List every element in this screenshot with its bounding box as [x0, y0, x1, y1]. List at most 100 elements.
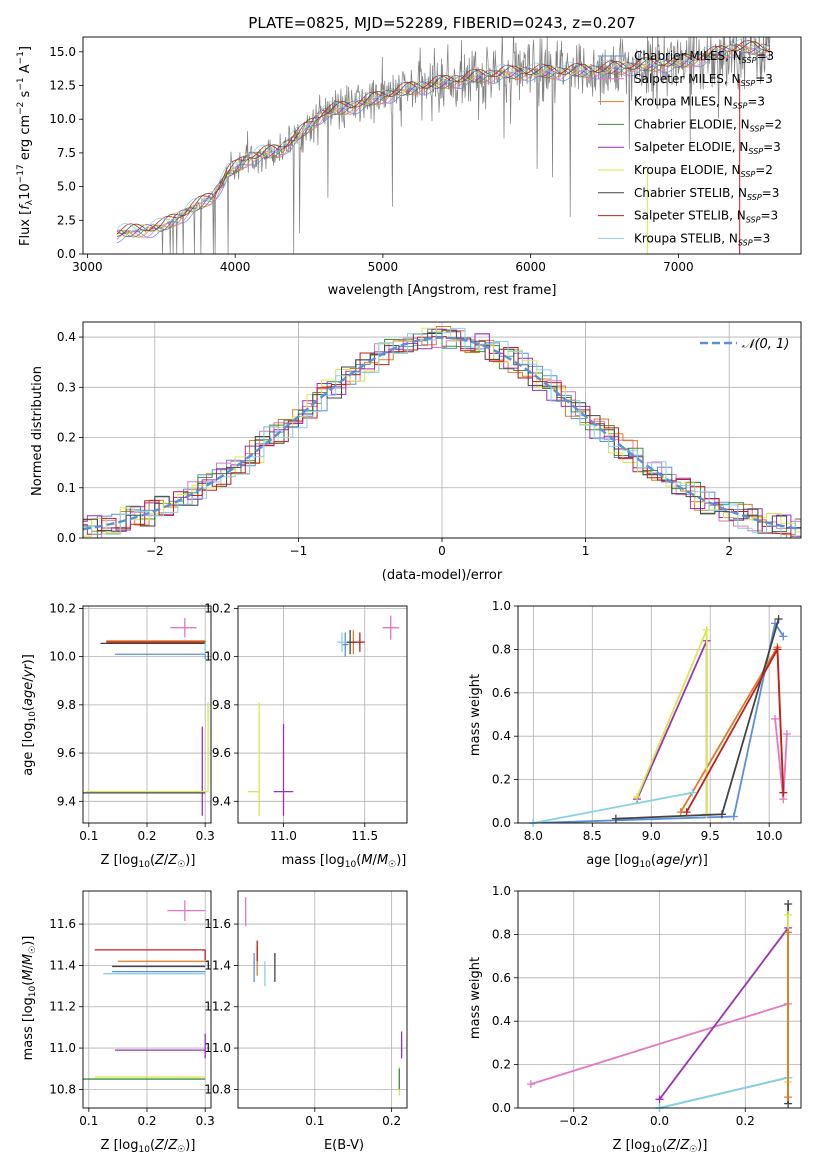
weight-vs-age-line-3 [636, 640, 708, 815]
age-vs-mass-xtick-label-0: 11.0 [270, 829, 297, 843]
weight-vs-age-ytick-label-3: 0.6 [492, 686, 511, 700]
weight-vs-age-marker-6-1 [773, 645, 782, 654]
age-vs-Z-panel: Z [log10(Z/Z☉)] age [log10(age/yr)] 0.1 0… [21, 601, 215, 870]
spectrum-model-chabrier-stelib [116, 41, 771, 237]
spectrum-model-chabrier-miles [116, 47, 770, 244]
age-vs-Z-xtick-label-2: 0.3 [196, 829, 215, 843]
residuals-xtick-label-1: −1 [290, 544, 308, 558]
weight-vs-Z-ytick-label-5: 1.0 [492, 884, 511, 898]
weight-vs-Z-marker-6-0 [784, 1093, 793, 1102]
spectrum-xtick-label-4: 7000 [663, 260, 694, 274]
age-vs-mass-xtick-label-1: 11.5 [351, 829, 378, 843]
weight-vs-Z-panel: Z [log10(Z/Z☉)] mass weight −0.2 0.0 0.2 0.… [468, 884, 802, 1155]
weight-vs-age-ytick-label-5: 1.0 [492, 599, 511, 613]
legend-label-4: Salpeter ELODIE, NSSP=3 [634, 140, 781, 156]
residuals-panel: (data-model)/error Normed distribution −… [30, 321, 802, 583]
weight-vs-age-line-7 [533, 791, 693, 823]
weight-vs-Z-marker-5-1 [784, 910, 793, 919]
legend-label-2: Kroupa MILES, NSSP=3 [634, 95, 765, 111]
weight-vs-Z-ytick-label-4: 0.8 [492, 927, 511, 941]
spectrum-frame [82, 36, 802, 255]
weight-vs-Z-xlabel: Z [log10(Z/Z☉)] [613, 1138, 708, 1155]
mass-vs-Z-ytick-label-1: 11.0 [49, 1041, 76, 1055]
weight-vs-age-marker-4-1 [702, 625, 711, 634]
spectrum-ytick-label-2: 5.0 [57, 180, 76, 194]
weight-vs-age-xtick-label-3: 9.5 [701, 829, 720, 843]
residuals-xtick-label-2: 0 [438, 544, 446, 558]
weight-vs-Z-line-0 [530, 1002, 789, 1085]
mass-vs-EBV-ytick-label-4: 11.6 [204, 917, 231, 931]
weight-vs-age-xtick-label-1: 8.5 [583, 829, 602, 843]
spectrum-ytick-label-1: 2.5 [57, 213, 76, 227]
mass-vs-Z-frame [82, 890, 212, 1109]
weight-vs-Z-line-1 [658, 927, 789, 1100]
spectrum-ytick-label-0: 0.0 [57, 247, 76, 261]
spectrum-panel: PLATE=0825, MJD=52289, FIBERID=0243, z=0… [16, 14, 802, 298]
mass-vs-Z-xtick-label-1: 0.2 [137, 1114, 156, 1128]
weight-vs-Z-marker-1-0 [655, 1095, 664, 1104]
age-vs-Z-ytick-label-4: 10.2 [49, 601, 76, 615]
spectrum-model-salpeter-stelib [116, 39, 771, 235]
weight-vs-age-ytick-label-4: 0.8 [492, 642, 511, 656]
residuals-xtick-label-4: 2 [725, 544, 733, 558]
age-vs-Z-ylabel: age [log10(age/yr)] [21, 654, 38, 776]
spectrum-model-kroupa-miles [116, 44, 771, 238]
weight-vs-age-marker-1-2 [782, 730, 791, 739]
spectrum-title: PLATE=0825, MJD=52289, FIBERID=0243, z=0… [248, 14, 635, 32]
legend-label-6: Chabrier STELIB, NSSP=3 [634, 186, 779, 202]
mass-vs-EBV-xtick-label-0: 0.1 [305, 1114, 324, 1128]
age-vs-mass-frame [237, 605, 408, 824]
mass-vs-Z-xtick-label-0: 0.1 [79, 1114, 98, 1128]
gaussian-curve [82, 336, 802, 531]
age-vs-Z-xtick-label-0: 0.1 [79, 829, 98, 843]
residuals-frame [82, 321, 802, 539]
spectrum-xlabel: wavelength [Angstrom, rest frame] [328, 283, 557, 298]
spectrum-xtick-label-2: 5000 [368, 260, 399, 274]
residuals-ytick-label-4: 0.4 [57, 330, 76, 344]
weight-vs-age-marker-6-2 [779, 788, 788, 797]
age-vs-mass-ytick-label-3: 10.0 [204, 650, 231, 664]
age-vs-mass-xlabel: mass [log10(M/M☉)] [282, 853, 407, 870]
spectrum-xtick-label-0: 3000 [72, 260, 103, 274]
legend-label-7: Salpeter STELIB, NSSP=3 [634, 209, 778, 225]
age-vs-mass-ytick-label-2: 9.8 [212, 698, 231, 712]
weight-vs-age-marker-5-0 [611, 814, 620, 823]
weight-vs-Z-ytick-label-2: 0.4 [492, 1014, 511, 1028]
hist-salpeter-elodie [83, 328, 801, 537]
legend-label-0: Chabrier MILES, NSSP=3 [634, 49, 774, 65]
mass-vs-Z-xlabel: Z [log10(Z/Z☉)] [101, 1138, 196, 1155]
legend-label-8: Kroupa STELIB, NSSP=3 [634, 231, 770, 247]
mass-vs-EBV-frame [237, 890, 408, 1109]
residuals-ytick-label-3: 0.3 [57, 380, 76, 394]
weight-vs-Z-marker-0-0 [526, 1080, 535, 1089]
spectrum-xtick-label-1: 4000 [220, 260, 251, 274]
weight-vs-Z-ytick-label-3: 0.6 [492, 971, 511, 985]
age-vs-Z-ytick-label-3: 10.0 [49, 650, 76, 664]
mass-vs-EBV-xtick-label-1: 0.2 [382, 1114, 401, 1128]
weight-vs-Z-ytick-label-1: 0.2 [492, 1058, 511, 1072]
mass-vs-Z-ytick-label-3: 11.4 [49, 958, 76, 972]
age-vs-Z-ytick-label-1: 9.6 [57, 746, 76, 760]
mass-vs-Z-ytick-label-0: 10.8 [49, 1082, 76, 1096]
residuals-xtick-label-0: −2 [146, 544, 164, 558]
mass-vs-EBV-ytick-label-2: 11.2 [204, 1000, 231, 1014]
mass-vs-EBV-xlabel: E(B-V) [324, 1138, 364, 1153]
weight-vs-age-ytick-label-0: 0.0 [492, 816, 511, 830]
weight-vs-age-marker-5-2 [774, 615, 783, 624]
mass-vs-Z-ylabel: mass [log10(M/M☉)] [21, 936, 38, 1061]
hist-salpeter-miles [83, 333, 801, 538]
weight-vs-Z-xtick-label-1: 0.0 [650, 1114, 669, 1128]
weight-vs-Z-marker-6-1 [784, 928, 793, 937]
weight-vs-Z-frame [517, 890, 802, 1109]
spectrum-model-salpeter-elodie [116, 43, 771, 238]
residuals-ytick-label-2: 0.2 [57, 431, 76, 445]
legend-label-5: Kroupa ELODIE, NSSP=2 [634, 163, 773, 179]
weight-vs-age-marker-1-0 [771, 714, 780, 723]
spectrum-ytick-label-4: 10.0 [49, 112, 76, 126]
spectrum-ylabel: Flux [fλ10−17 erg cm−2 s−1 A−1] [16, 46, 35, 246]
hist-kroupa-stelib [83, 327, 801, 538]
age-vs-Z-xlabel: Z [log10(Z/Z☉)] [101, 853, 196, 870]
weight-vs-age-panel: age [log10(age/yr)] mass weight 8.0 8.5 9.… [468, 599, 802, 870]
age-vs-Z-xtick-label-1: 0.2 [137, 829, 156, 843]
